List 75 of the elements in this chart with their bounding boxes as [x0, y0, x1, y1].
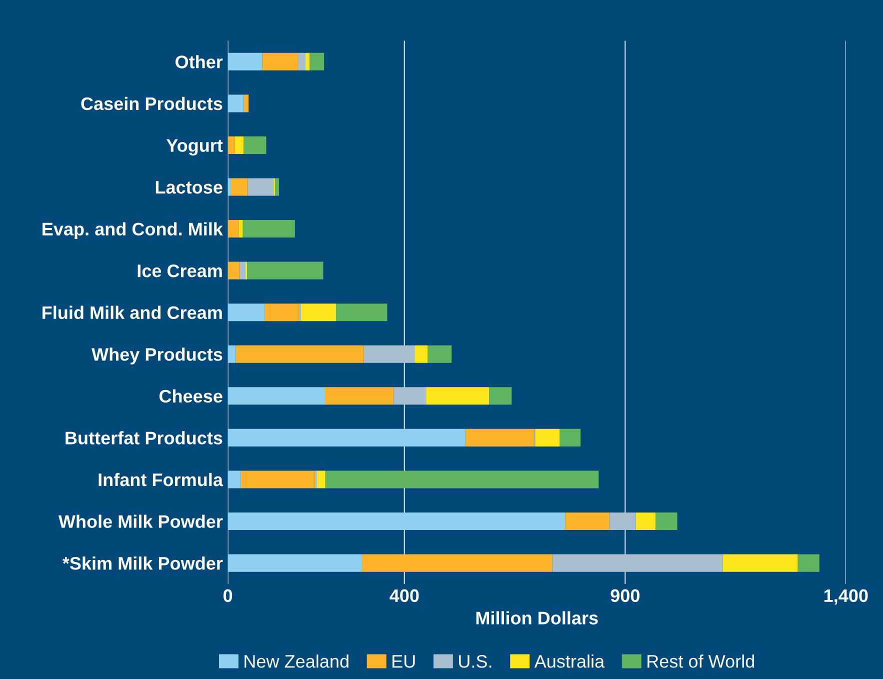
bar	[228, 52, 262, 70]
bar	[362, 554, 552, 572]
legend-label: Rest of World	[648, 654, 754, 668]
bar	[300, 304, 336, 322]
bar	[364, 345, 416, 363]
bar	[244, 94, 249, 112]
bar	[238, 220, 243, 238]
y-tick-label: Lactose	[156, 181, 222, 194]
bar	[248, 178, 274, 196]
bar	[316, 470, 326, 488]
bar	[234, 136, 244, 154]
bar	[228, 304, 264, 322]
bar	[228, 220, 239, 238]
bar	[325, 470, 599, 488]
bar	[306, 52, 310, 70]
legend-label: New Zealand	[244, 654, 348, 668]
bar	[262, 52, 298, 70]
bar	[228, 345, 236, 363]
bar	[336, 304, 388, 322]
bar	[465, 428, 534, 446]
bar	[228, 262, 240, 280]
bar	[415, 345, 428, 363]
bar	[247, 262, 324, 280]
bar	[230, 178, 248, 196]
bar	[324, 387, 394, 405]
bar	[228, 512, 566, 530]
bar	[393, 387, 426, 405]
bar	[228, 136, 235, 154]
bar	[228, 178, 231, 196]
bar	[565, 512, 610, 530]
bar	[636, 512, 656, 530]
x-tick-label: 0	[224, 589, 232, 602]
y-tick-label: Whole Milk Powder	[58, 514, 223, 528]
y-tick-label: Casein Products	[81, 96, 222, 110]
y-tick-label: Cheese	[159, 389, 222, 403]
bar	[228, 428, 466, 446]
y-tick-label: *Skim Milk Powder	[62, 556, 223, 570]
y-tick-label: Butterfat Products	[66, 431, 222, 444]
y-tick-label: Other	[176, 55, 223, 68]
bar	[264, 304, 299, 322]
bar	[240, 262, 246, 280]
bar	[552, 554, 723, 572]
bar	[298, 52, 306, 70]
x-tick-label: 900	[610, 589, 640, 602]
legend-label: Australia	[534, 654, 605, 668]
x-tick-label: 400	[390, 589, 419, 602]
legend-label: EU	[392, 655, 415, 668]
bar	[275, 178, 280, 196]
bar	[309, 52, 324, 70]
bar	[428, 345, 452, 363]
y-tick-label: Yogurt	[166, 139, 223, 156]
legend-label: U.S.	[459, 654, 492, 668]
bar	[609, 512, 636, 530]
bar	[228, 387, 324, 405]
bar	[228, 94, 244, 112]
y-tick-label: Fluid Milk and Cream	[42, 306, 222, 320]
bar	[228, 470, 241, 488]
bar	[228, 554, 362, 572]
bar	[244, 136, 266, 154]
bar	[656, 512, 678, 530]
bar	[242, 220, 295, 238]
bar	[798, 554, 820, 572]
bar	[236, 345, 364, 363]
bar	[240, 470, 315, 488]
y-tick-label: Infant Formula	[98, 472, 224, 486]
bar	[722, 554, 798, 572]
y-tick-label: Ice Cream	[138, 264, 222, 278]
bar	[426, 387, 490, 405]
bar	[489, 387, 512, 405]
y-tick-label: Whey Products	[92, 348, 222, 364]
bar	[560, 428, 581, 446]
x-axis-title: Million Dollars	[476, 611, 598, 624]
bar	[535, 428, 560, 446]
x-tick-label: 1,400	[824, 589, 868, 605]
y-tick-label: Evap. and Cond. Milk	[42, 222, 223, 240]
